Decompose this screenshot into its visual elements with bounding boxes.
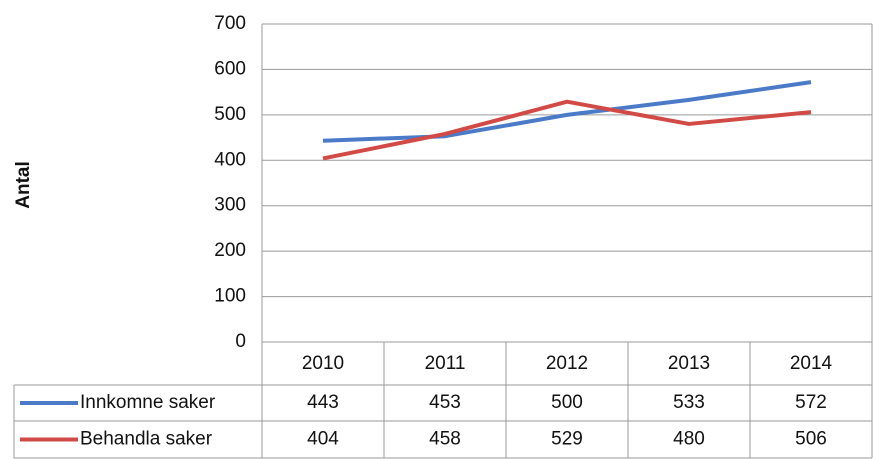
y-tick-label: 200 bbox=[214, 240, 246, 261]
series-line bbox=[322, 80, 812, 143]
x-tick-label: 2012 bbox=[546, 353, 588, 374]
y-tick-label: 0 bbox=[235, 331, 246, 352]
y-tick-label: 500 bbox=[214, 104, 246, 125]
table-value: 458 bbox=[429, 429, 461, 450]
y-axis-label: Antal bbox=[13, 161, 34, 209]
table-value: 533 bbox=[673, 392, 705, 413]
table-value: 453 bbox=[429, 392, 461, 413]
table-value: 480 bbox=[673, 429, 705, 450]
table-value: 500 bbox=[551, 392, 583, 413]
table-value: 443 bbox=[307, 392, 339, 413]
x-tick-label: 2011 bbox=[425, 353, 466, 374]
x-tick-label: 2013 bbox=[668, 353, 710, 374]
legend-label: Innkomne saker bbox=[80, 392, 216, 413]
series-line bbox=[322, 99, 812, 161]
y-tick-label: 600 bbox=[214, 58, 246, 79]
table-value: 529 bbox=[551, 429, 583, 450]
table-value: 506 bbox=[795, 429, 827, 450]
y-tick-label: 100 bbox=[214, 286, 246, 307]
x-tick-label: 2010 bbox=[302, 353, 344, 374]
legend-label: Behandla saker bbox=[80, 429, 213, 450]
table-value: 572 bbox=[795, 392, 827, 413]
y-tick-label: 300 bbox=[214, 195, 246, 216]
y-tick-label: 700 bbox=[214, 13, 246, 34]
y-tick-label: 400 bbox=[214, 149, 246, 170]
table-value: 404 bbox=[307, 429, 339, 450]
x-tick-label: 2014 bbox=[790, 353, 833, 374]
